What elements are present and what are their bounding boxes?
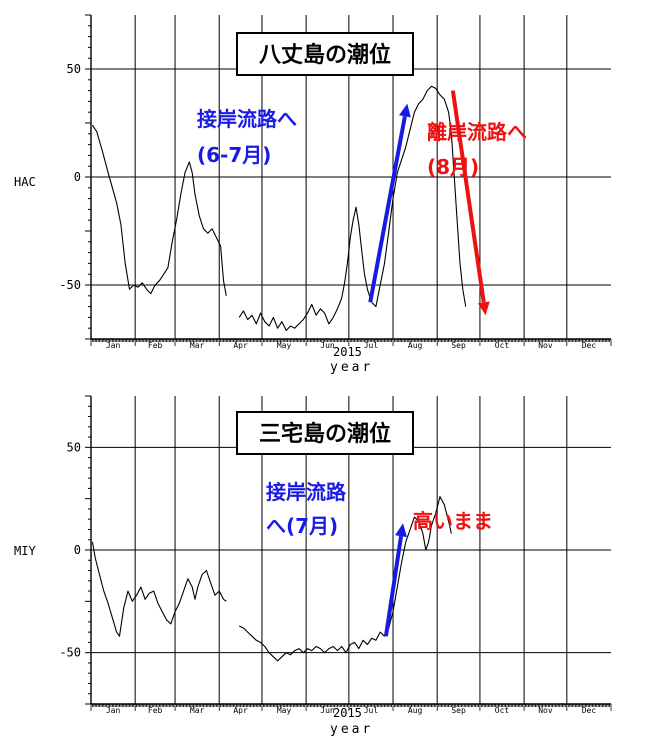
miyake-month-label: Aug (408, 706, 423, 715)
hachijo-annotation-august: (8月) (427, 155, 479, 179)
miyake-title-box (236, 411, 414, 455)
hachijo-month-label: Oct (495, 341, 510, 350)
miyake-month-label: Oct (495, 706, 510, 715)
hachijo-tide-line (238, 85, 467, 331)
miyake-tide-line (238, 496, 452, 662)
hachijo-annotation-june-july: (6-7月) (197, 143, 271, 167)
miyake-y-axis-label: MIY (14, 544, 36, 558)
hachijo-annotation-toward-shore: 接岸流路へ (197, 107, 297, 131)
hachijo-annotation-away-from-shore: 離岸流路へ (427, 120, 527, 144)
miyake-month-label: Jul (364, 706, 379, 715)
hachijo-month-label: Aug (408, 341, 423, 350)
hachijo-tide-panel: 50 0 -50 Jan Feb Mar Apr May Jun Jul Aug Sep Oct Nov… (14, 14, 612, 375)
miyake-annotation-toward-shore: 接岸流路 (266, 480, 347, 504)
hachijo-month-label: Jan (106, 341, 121, 350)
miyake-year-label: 2015 (333, 706, 362, 720)
hachijo-y-tick-label: -50 (59, 278, 81, 292)
hachijo-month-label: Nov (538, 341, 553, 350)
hachijo-y-axis-label: HAC (14, 175, 36, 189)
miyake-annotation-stays-high: 高いまま (413, 509, 493, 533)
hachijo-y-tick-label: 50 (67, 62, 81, 76)
miyake-tide-line (91, 541, 227, 637)
miyake-y-tick-label: 50 (67, 440, 81, 454)
hachijo-month-label: Jul (364, 341, 379, 350)
hachijo-x-axis-label: year (330, 360, 373, 375)
hachijo-title-box (236, 32, 414, 76)
hachijo-month-label: Jun (320, 341, 335, 350)
miyake-month-label: Mar (190, 706, 205, 715)
miyake-month-label: Apr (233, 706, 248, 715)
hachijo-month-label: Apr (233, 341, 248, 350)
miyake-y-tick-label: 0 (74, 543, 81, 557)
miyake-chart-title: 三宅島の潮位 (259, 421, 391, 447)
hachijo-month-label: Feb (148, 341, 163, 350)
hachijo-month-label: Mar (190, 341, 205, 350)
hachijo-chart-title: 八丈島の潮位 (259, 42, 391, 68)
hachijo-y-tick-label: 0 (74, 170, 81, 184)
hachijo-month-label: Dec (582, 341, 597, 350)
hachijo-month-label: Sep (451, 341, 466, 350)
miyake-month-label: Dec (582, 706, 597, 715)
miyake-month-label: Sep (451, 706, 466, 715)
miyake-month-label: Jun (320, 706, 335, 715)
miyake-trend-arrow (383, 535, 404, 637)
miyake-tide-panel: 50 0 -50 Jan Feb Mar Apr May Jun Jul Aug Sep Oct Nov… (14, 395, 612, 737)
hachijo-trend-arrow (368, 115, 407, 303)
miyake-month-label: Jan (106, 706, 121, 715)
miyake-y-tick-label: -50 (59, 646, 81, 660)
hachijo-tide-line (91, 124, 227, 296)
miyake-month-label: Feb (148, 706, 163, 715)
hachijo-trend-arrowhead (399, 103, 411, 118)
miyake-month-label: May (277, 706, 292, 715)
miyake-month-label: Nov (538, 706, 553, 715)
miyake-x-axis-label: year (330, 722, 373, 737)
miyake-trend-arrowhead (395, 523, 407, 538)
hachijo-month-label: May (277, 341, 292, 350)
hachijo-year-label: 2015 (333, 345, 362, 359)
miyake-annotation-july: へ(7月) (266, 514, 338, 538)
hachijo-trend-arrow (450, 90, 486, 303)
hachijo-trend-arrowhead (477, 301, 490, 316)
